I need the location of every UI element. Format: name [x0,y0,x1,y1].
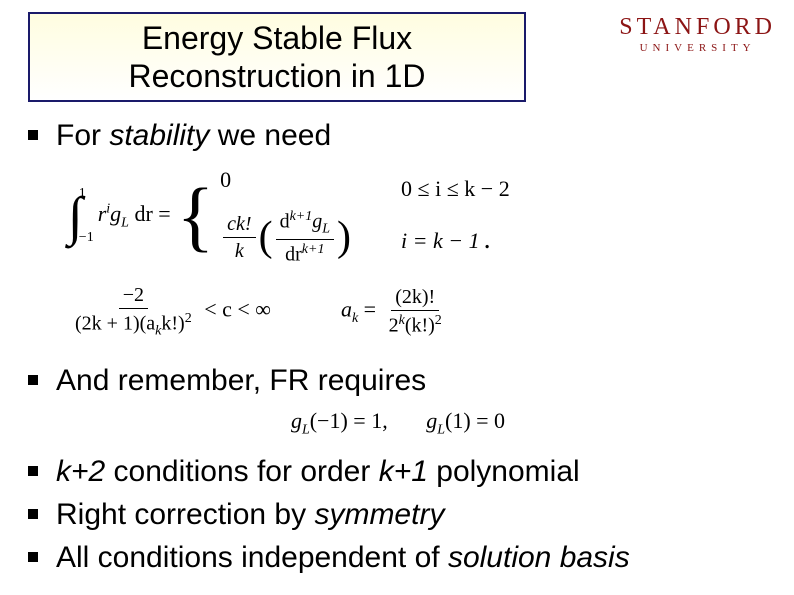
conditions: 0 ≤ i ≤ k − 2 i = k − 1. [401,176,510,256]
frac-ak: (2k)! 2k(k!)2 [385,286,446,337]
post: (k!) [405,315,435,337]
eq: = [358,296,381,321]
lparen-icon: ( [259,223,273,252]
bullet-1: For stability we need [28,116,768,155]
den: k [235,240,244,262]
logo-sub: UNIVERSITY [619,42,776,54]
g: g [312,211,322,233]
em: solution basis [448,541,630,574]
frac-deriv: dk+1gL drk+1 [276,209,334,266]
text-em: stability [109,119,209,152]
text: we need [209,119,331,152]
num: (2k)! [391,286,439,311]
mid: conditions for order [105,455,378,488]
bullet-icon [28,466,38,476]
text: For [56,119,109,152]
g2: g [426,408,437,433]
case0-val: 0 [220,167,231,193]
slide-title: Energy Stable Flux Reconstruction in 1D [40,19,514,96]
title-box: Energy Stable Flux Reconstruction in 1D [28,12,526,102]
a: a [341,296,352,321]
g: g [110,201,121,226]
arg2: (1) = 0 [445,408,505,433]
case-0: 0 [220,167,351,193]
post: k!) [161,312,184,334]
bullet-2: And remember, FR requires [28,361,768,400]
exp2: 2 [435,313,442,328]
expv: k+1 [290,209,313,224]
frac-crange: −2 (2k + 1)(akk!)2 [71,284,196,339]
bullet-3-text: k+2 conditions for order k+1 polynomial [56,452,580,491]
bullet-5: All conditions independent of solution b… [28,538,768,577]
c-range: −2 (2k + 1)(akk!)2 < c < ∞ [68,284,271,339]
em: symmetry [314,498,444,531]
den: 2k(k!)2 [385,311,446,337]
rparen-icon: ) [337,223,351,252]
bullet-icon [28,375,38,385]
cond-1: i = k − 1. [401,224,510,256]
bullet-4: Right correction by symmetry [28,495,768,534]
gsub: L [121,216,129,231]
gsub: L [302,422,310,437]
dr: dr = [129,201,171,226]
integrand: rigL dr = [98,201,171,231]
expv: k+1 [302,242,325,257]
integral-sign: ∫ [68,195,83,238]
ak-def: ak = (2k)! 2k(k!)2 [341,286,449,337]
bullet-3: k+2 conditions for order k+1 polynomial [28,452,768,491]
post: polynomial [428,455,580,488]
d: d [280,211,290,233]
dr: dr [285,244,302,266]
num: −2 [119,284,148,309]
pre: (2k + 1)(a [75,312,155,334]
exp: k+1 [290,209,313,224]
pre: 2 [389,315,399,337]
em1: k+2 [56,455,105,488]
cond1-text: i = k − 1 [401,228,480,253]
stanford-logo: STANFORD UNIVERSITY [619,14,776,54]
exp: 2 [185,311,192,326]
pre: Right correction by [56,498,314,531]
bullet-icon [28,552,38,562]
r: r [98,201,107,226]
integral: ∫ 1 −1 rigL dr = [68,186,171,246]
exp: k+1 [302,242,325,257]
math-integral-row: ∫ 1 −1 rigL dr = { 0 ck! k ( dk+1gL [68,167,768,266]
bullet-4-text: Right correction by symmetry [56,495,444,534]
logo-main: STANFORD [619,14,776,41]
arg1: (−1) = 1, [310,408,388,433]
den: (2k + 1)(akk!)2 [71,309,196,339]
cases: 0 ck! k ( dk+1gL drk+1 ) [220,167,351,266]
cond-0: 0 ≤ i ≤ k − 2 [401,176,510,202]
math-range-row: −2 (2k + 1)(akk!)2 < c < ∞ ak = (2k)! 2k… [68,284,768,339]
bottom-bullets: k+2 conditions for order k+1 polynomial … [28,452,768,577]
gsub: L [322,222,330,237]
g: g [291,408,302,433]
bullet-icon [28,130,38,140]
pre: All conditions independent of [56,541,448,574]
crange-post: < c < ∞ [204,296,271,321]
dot: . [484,224,491,255]
case-1: ck! k ( dk+1gL drk+1 ) [220,209,351,266]
slide-content: For stability we need ∫ 1 −1 rigL dr = {… [28,116,768,581]
bullet-1-text: For stability we need [56,116,331,155]
bullet-2-text: And remember, FR requires [56,361,426,400]
bullet-5-text: All conditions independent of solution b… [56,538,630,577]
bullet-icon [28,509,38,519]
fr-conditions-math: gL(−1) = 1, gL(1) = 0 [28,408,768,438]
frac-ck: ck! k [223,213,255,262]
em2: k+1 [379,455,428,488]
brace-icon: { [177,185,214,247]
num: ck! [227,213,251,235]
gsub2: L [437,422,445,437]
